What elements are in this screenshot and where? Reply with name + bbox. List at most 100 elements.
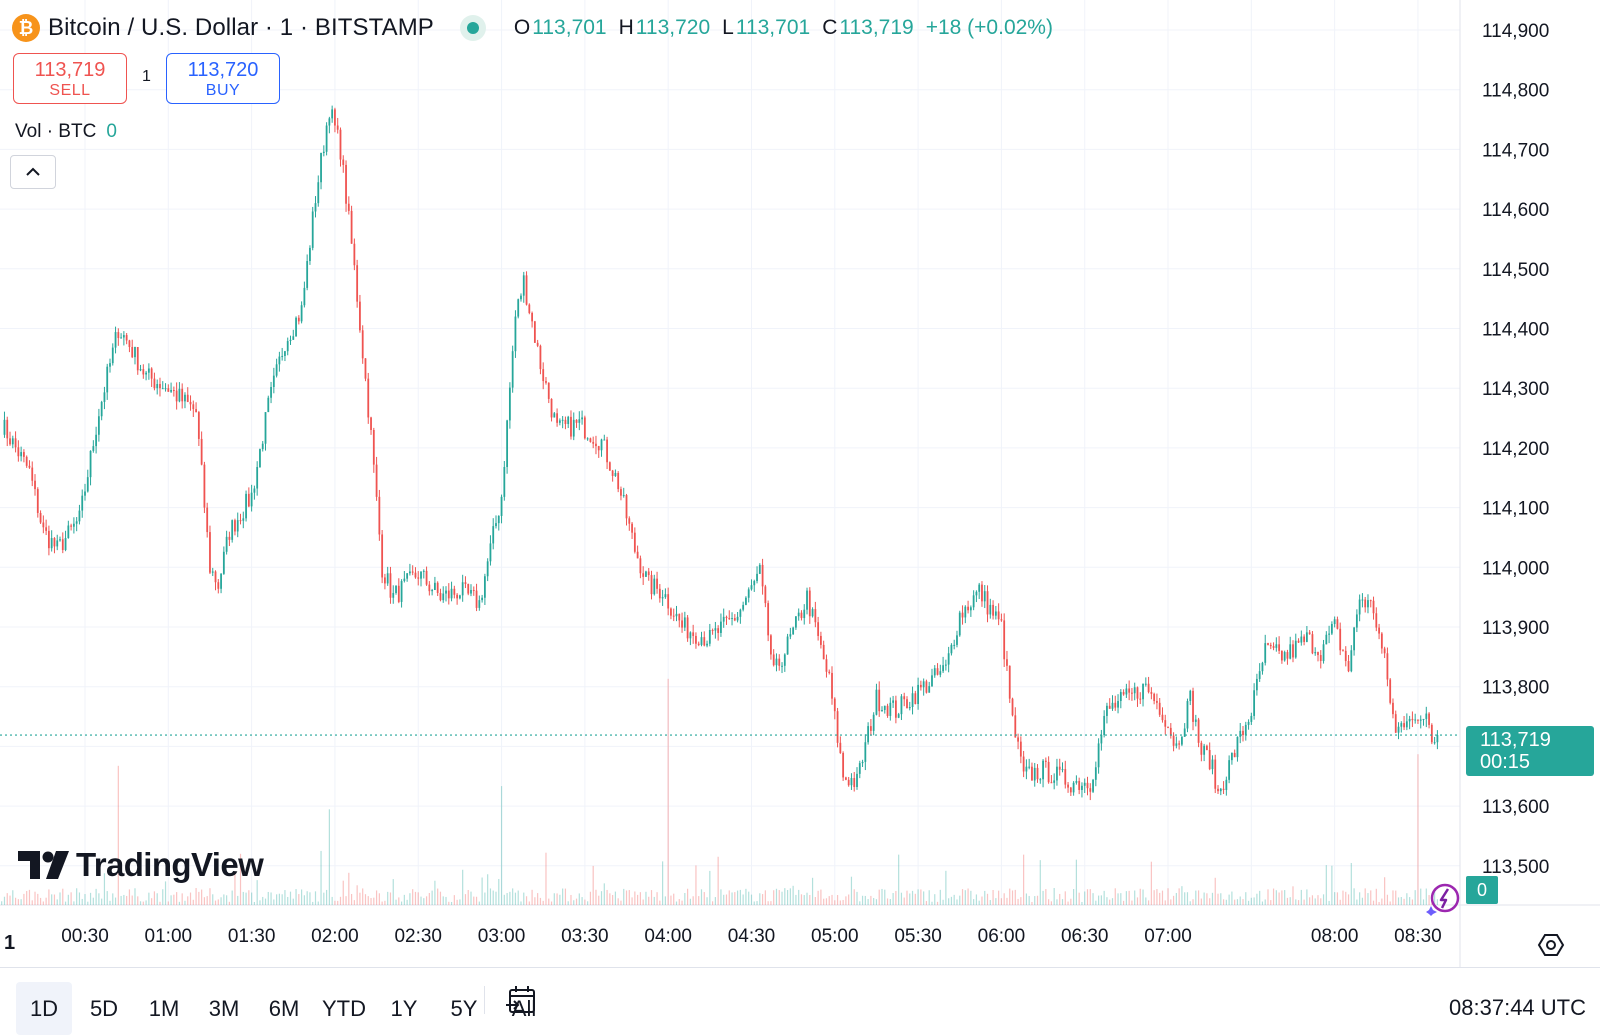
volume-bar: [836, 895, 839, 905]
volume-bar: [706, 897, 708, 905]
candle-body: [136, 347, 139, 371]
volume-bar: [750, 894, 753, 905]
candle-body: [34, 480, 36, 490]
volume-bar: [284, 890, 286, 905]
volume-bar: [1253, 897, 1255, 905]
volume-bar: [148, 892, 150, 905]
candle-body: [1089, 788, 1092, 792]
candle-body: [1150, 692, 1153, 694]
volume-bar: [1303, 899, 1305, 905]
range-button-1d[interactable]: 1D: [16, 982, 72, 1035]
volume-bar: [195, 888, 197, 905]
range-button-1y[interactable]: 1Y: [390, 995, 418, 1021]
volume-bar: [445, 896, 447, 905]
candle-body: [717, 628, 720, 633]
candle-body: [1158, 702, 1161, 715]
range-button-ytd[interactable]: YTD: [322, 995, 366, 1021]
go-to-date-icon[interactable]: [505, 983, 539, 1017]
range-button-5y[interactable]: 5Y: [450, 995, 478, 1021]
volume-bar: [498, 878, 500, 905]
bitcoin-icon[interactable]: ₿: [12, 14, 40, 42]
candle-body: [17, 447, 20, 457]
time-axis[interactable]: 00:30 01:00 01:30 02:00 02:30 03:00 03:30 04:00…: [61, 926, 1442, 947]
candle-body: [422, 570, 425, 572]
candle-body: [378, 496, 381, 535]
time-tick-label: 04:30: [728, 926, 776, 947]
buy-button[interactable]: 113,720 BUY: [166, 53, 280, 104]
volume-legend[interactable]: Vol · BTC 0: [15, 121, 117, 143]
candle-body: [181, 388, 184, 402]
candle-body: [856, 773, 858, 787]
candle-body: [125, 335, 128, 341]
volume-bar: [773, 890, 775, 905]
candle-body: [31, 467, 34, 481]
candle-body: [295, 317, 297, 337]
time-tick-label: 03:00: [478, 926, 526, 947]
candle-body: [1267, 643, 1269, 645]
volume-bar: [176, 892, 178, 905]
time-tick-label: 01:30: [228, 926, 276, 947]
chart-settings-icon[interactable]: [1537, 931, 1565, 959]
volume-bar: [587, 901, 589, 905]
candle-body: [1019, 741, 1022, 757]
utc-clock[interactable]: 08:37:44 UTC: [1449, 995, 1586, 1020]
candle-body: [1075, 781, 1078, 783]
volume-bar: [631, 897, 633, 905]
symbol-title[interactable]: Bitcoin / U.S. Dollar · 1 · BITSTAMP: [48, 14, 434, 41]
volume-bar: [375, 890, 378, 905]
candle-body: [814, 609, 817, 623]
candle-body: [475, 590, 478, 608]
candle-body: [1308, 632, 1311, 635]
volume-bar: [1325, 865, 1327, 905]
volume-bar: [578, 893, 580, 905]
volume-bar: [1095, 900, 1097, 905]
tradingview-logo[interactable]: TradingView: [18, 846, 264, 884]
volume-bar: [1378, 901, 1380, 905]
volume-bar: [656, 892, 658, 905]
candle-body: [758, 564, 761, 574]
candle-body: [603, 439, 606, 441]
price-chart[interactable]: 114,900 114,800 114,700 114,600 114,500 114,4…: [0, 0, 1600, 967]
candle-body: [211, 571, 214, 573]
volume-bar: [684, 893, 686, 905]
candle-body: [989, 604, 992, 615]
volume-bar: [481, 877, 483, 905]
candle-body: [1183, 728, 1186, 737]
candle-body: [917, 684, 919, 705]
candle-body: [458, 595, 461, 599]
range-button-5d[interactable]: 5D: [89, 995, 119, 1021]
volume-bar: [500, 786, 503, 905]
candle-body: [1050, 782, 1053, 784]
volume-bar: [889, 899, 891, 905]
range-button-3m[interactable]: 3M: [208, 995, 240, 1021]
ai-assistant-icon[interactable]: [1426, 882, 1460, 916]
candle-body: [414, 572, 417, 578]
volume-bar: [373, 897, 375, 905]
volume-bar: [970, 890, 972, 905]
market-status-icon[interactable]: [459, 15, 486, 41]
volume-bar: [1186, 892, 1189, 905]
candle-body: [1358, 599, 1361, 615]
candle-body: [139, 369, 142, 371]
volume-bar: [1161, 890, 1164, 905]
candle-body: [236, 520, 239, 532]
candle-body: [575, 419, 578, 423]
volume-bar: [1250, 897, 1252, 905]
volume-bar: [59, 892, 61, 905]
range-button-1m[interactable]: 1M: [148, 995, 180, 1021]
range-button-6m[interactable]: 6M: [268, 995, 300, 1021]
candle-body: [1086, 782, 1089, 789]
volume-bar: [809, 895, 811, 905]
volume-bar: [786, 890, 789, 905]
volume-bar: [76, 888, 78, 905]
sell-button[interactable]: 113,719 SELL: [13, 53, 127, 104]
volume-bar: [1078, 892, 1080, 905]
volume-bar: [1067, 901, 1069, 905]
candle-body: [306, 261, 309, 288]
volume-bar: [1317, 895, 1319, 905]
price-axis[interactable]: 114,900 114,800 114,700 114,600 114,500 114,4…: [1482, 21, 1549, 878]
collapse-legend-button[interactable]: [10, 155, 56, 189]
volume-bar: [198, 891, 200, 905]
candle-body: [500, 496, 503, 516]
candle-body: [728, 618, 731, 620]
